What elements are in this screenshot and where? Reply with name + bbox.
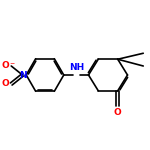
- Text: NH: NH: [69, 63, 84, 72]
- Text: −: −: [9, 60, 15, 65]
- Text: N: N: [19, 70, 26, 80]
- Text: O: O: [2, 80, 10, 88]
- Text: O: O: [2, 61, 10, 70]
- Text: O: O: [114, 108, 122, 117]
